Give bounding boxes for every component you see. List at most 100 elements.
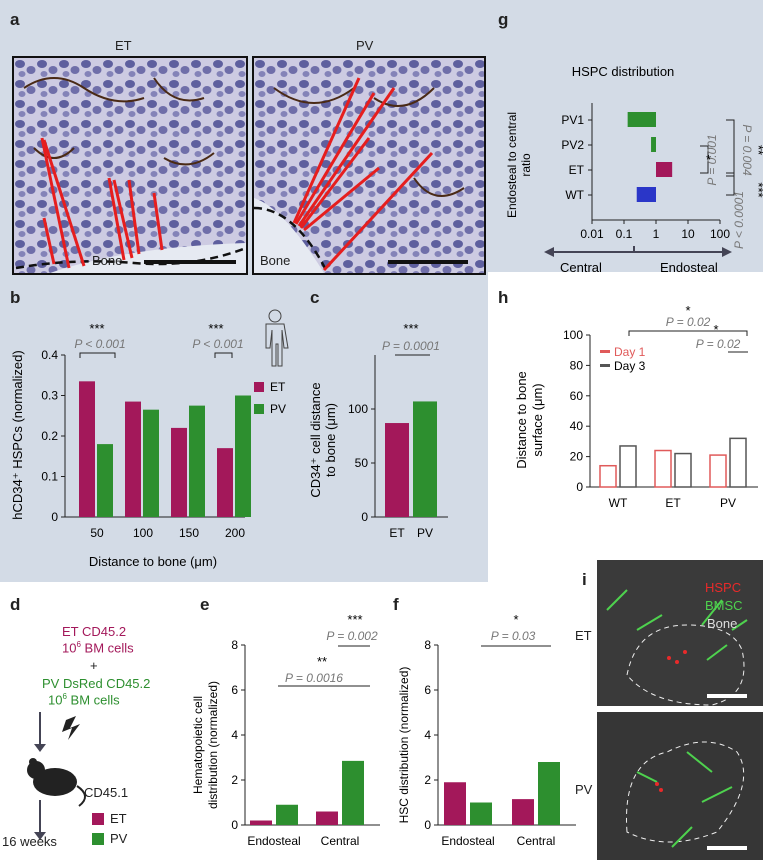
d-et-line1: ET CD45.2: [62, 624, 127, 639]
chart-c-xtick-label: ET: [389, 526, 405, 540]
chart-c-ytick-label: 100: [348, 402, 368, 416]
chart-f-ytick-label: 8: [424, 638, 431, 652]
chart-g-ylabel-line2: ratio: [519, 153, 533, 177]
chart-g-bar-pv2: [651, 137, 656, 152]
chart-c-xtick-label: PV: [417, 526, 433, 540]
chart-e-bar-et-central: [316, 811, 338, 825]
d-et-line2: 106 BM cells: [62, 640, 134, 656]
chart-h-ylabel-line2: surface (μm): [530, 383, 545, 456]
chart-h-xtick-label: WT: [609, 496, 628, 510]
chart-h-legend-day1: Day 1: [614, 345, 646, 359]
chart-f-bar-pv-central: [538, 762, 560, 825]
chart-f-ylabel: HSC distribution (normalized): [397, 667, 411, 824]
i-label-hspc: HSPC: [705, 580, 742, 595]
chart-b-ytick-label: 0.2: [41, 429, 58, 443]
chart-f-xtick-label: Endosteal: [441, 834, 494, 848]
panel-label-e: e: [200, 595, 210, 614]
d-legend-swatch-et: [92, 813, 104, 825]
chart-b-stars-200: ***: [208, 321, 223, 336]
panel-d-schematic: ET CD45.2 106 BM cells + PV DsRed CD45.2…: [0, 610, 190, 862]
micrograph-pv: Bone: [252, 56, 486, 275]
chart-e-stars-1: ***: [347, 612, 362, 627]
chart-b-ylabel: hCD34⁺ HSPCs (normalized): [10, 350, 25, 519]
micrograph-i-pv: [597, 712, 763, 860]
chart-b-xlabel: Distance to bone (μm): [89, 554, 217, 569]
chart-e-xtick-label: Endosteal: [247, 834, 300, 848]
chart-g-p-2: P = 0.001: [705, 134, 719, 185]
chart-e-ytick-label: 8: [231, 638, 238, 652]
chart-h-ytick-label: 100: [563, 328, 583, 342]
chart-c-ytick-label: 50: [355, 456, 369, 470]
chart-h: Distance to bone surface (μm) 0 20 40 60 80 1…: [514, 303, 758, 510]
micrograph-pv-title: PV: [356, 38, 374, 53]
chart-e-ytick-label: 6: [231, 683, 238, 697]
chart-h-ytick-label: 0: [576, 480, 583, 494]
chart-h-ytick-label: 80: [570, 358, 584, 372]
chart-b-bar-et-100: [125, 401, 141, 517]
chart-g-stars-2: *: [706, 152, 711, 167]
chart-h-p-1: P = 0.02: [666, 315, 711, 329]
chart-b-xtick-label: 150: [179, 526, 199, 540]
chart-e-p-1: P = 0.002: [326, 629, 378, 643]
panel-label-h: h: [498, 288, 509, 307]
d-pv-line2: 106 BM cells: [48, 692, 120, 708]
legend-swatch-day3: [600, 364, 610, 367]
micrograph-et-title: ET: [115, 38, 132, 53]
micrograph-i-et-drawing: [597, 560, 763, 706]
d-legend-et: ET: [110, 811, 127, 826]
chart-b-bar-et-150: [171, 427, 187, 517]
chart-e-ytick-label: 2: [231, 773, 238, 787]
chart-e-bar-pv-endosteal: [276, 804, 298, 825]
chart-b-legend-pv: PV: [270, 402, 286, 416]
panel-label-b: b: [10, 288, 21, 307]
chart-f-ytick-label: 0: [424, 818, 431, 832]
chart-f-stars: *: [513, 612, 518, 627]
chart-g-ytick-label: PV2: [561, 138, 584, 152]
chart-f: HSC distribution (normalized) 0 2 4 6 8 Endo…: [397, 612, 576, 848]
chart-f-bar-pv-endosteal: [470, 802, 492, 825]
chart-h-bar-day3-et: [674, 452, 692, 488]
chart-c-ylabel-line1: CD34⁺ cell distance: [310, 382, 323, 497]
panel-label-i: i: [582, 570, 587, 589]
chart-b-bar-pv-150: [189, 405, 205, 517]
bone-label-et: Bone: [92, 253, 123, 268]
chart-e-bar-pv-central: [342, 760, 364, 825]
chart-b-ytick-label: 0.4: [41, 348, 58, 362]
chart-h-ytick-label: 40: [570, 419, 584, 433]
chart-b-bar-et-50: [79, 381, 95, 517]
chart-e: Hematopoietic cell distribution (normali…: [191, 612, 380, 848]
micrograph-i-pv-drawing: [597, 712, 763, 860]
chart-g-xtick-label: 1: [653, 227, 660, 241]
chart-b-ytick-label: 0.1: [41, 470, 58, 484]
i-label-bmsc: BMSC: [705, 598, 743, 613]
d-diagram: [27, 712, 104, 845]
d-legend-pv: PV: [110, 831, 128, 846]
chart-g-bar-pv1: [627, 112, 656, 127]
chart-b-ytick-label: 0.3: [41, 389, 58, 403]
chart-h-p-2: P = 0.02: [696, 337, 741, 351]
chart-f-ytick-label: 6: [424, 683, 431, 697]
chart-e-ytick-label: 4: [231, 728, 238, 742]
panel-label-d: d: [10, 595, 21, 614]
chart-b-legend-et: ET: [270, 380, 286, 394]
chart-c-p: P = 0.0001: [382, 339, 440, 353]
chart-b-p-50: P < 0.001: [74, 337, 125, 351]
micrograph-et-drawing: [14, 58, 246, 273]
chart-h-bar-day3-pv: [729, 437, 747, 488]
chart-e-bar-et-endosteal: [250, 820, 272, 825]
d-weeks: 16 weeks: [2, 834, 57, 849]
i-label-et: ET: [575, 628, 592, 643]
chart-e-ytick-label: 0: [231, 818, 238, 832]
chart-b-bar-pv-50: [97, 444, 113, 517]
chart-b-bar-pv-100: [143, 409, 159, 517]
radiation-icon: [62, 716, 80, 740]
chart-b-ytick-label: 0: [51, 510, 58, 524]
legend-swatch-pv: [254, 404, 264, 414]
chart-f-bar-et-central: [512, 799, 534, 825]
chart-c-bar-et: [385, 423, 409, 517]
chart-c-ytick-label: 0: [361, 510, 368, 524]
chart-c-bar-pv: [413, 401, 437, 517]
chart-g-xtick-label: 0.1: [616, 227, 633, 241]
chart-h-stars-2: *: [713, 322, 718, 337]
chart-f-ytick-label: 2: [424, 773, 431, 787]
